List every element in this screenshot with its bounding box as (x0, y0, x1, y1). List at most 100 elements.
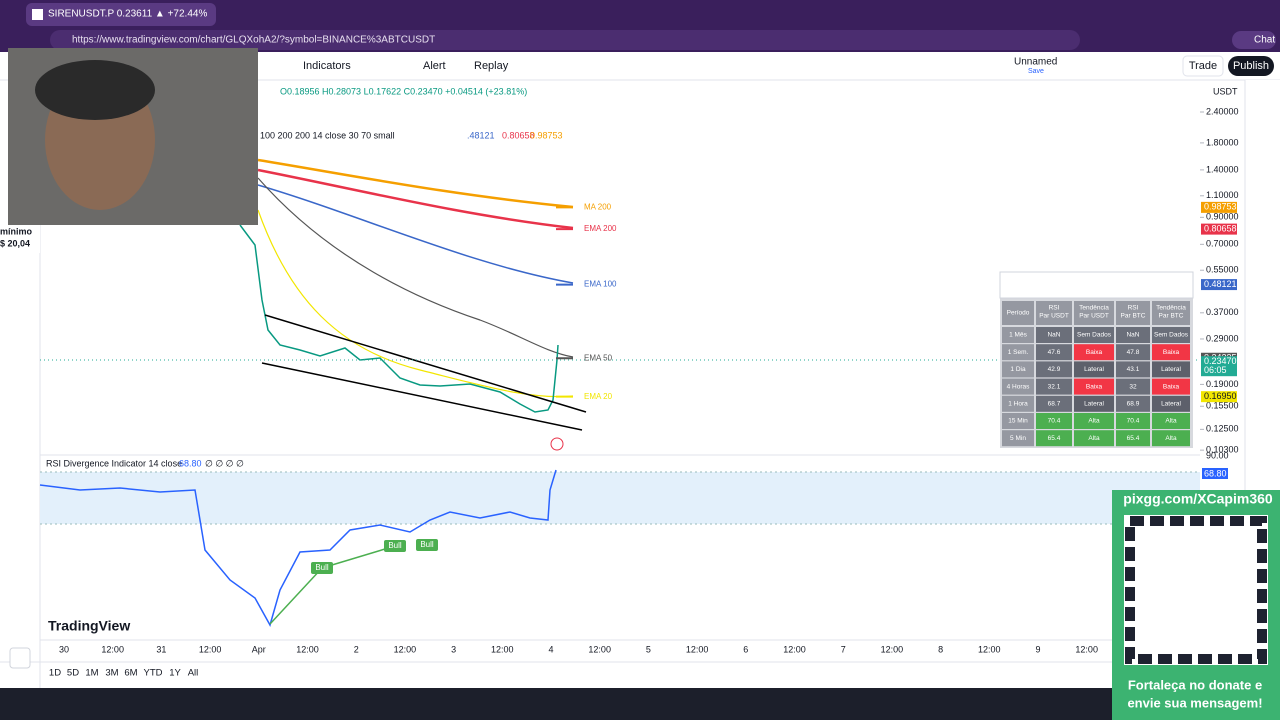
table-header-label: Par USDT (1079, 313, 1109, 320)
timeframe-button[interactable]: 1D (49, 668, 61, 679)
price-badge (1201, 356, 1237, 377)
timeframe-button[interactable]: 6M (124, 668, 137, 679)
price-badge (1201, 279, 1237, 291)
table-cell (1036, 327, 1072, 343)
ema-200-line (257, 168, 574, 230)
timeframe-button[interactable]: All (188, 668, 199, 679)
table-cell-label: Lateral (1161, 401, 1181, 408)
drawing-toolbar (999, 271, 1194, 299)
price-tick-label: 0.70000 (1206, 239, 1239, 249)
time-tick-label: 7 (841, 644, 846, 654)
table-cell (1036, 378, 1072, 395)
price-badge-label: 0.48121 (1204, 279, 1237, 289)
time-tick-label: 12:00 (783, 644, 806, 654)
table-cell (1036, 430, 1072, 447)
table-header-label: Par USDT (1039, 313, 1069, 320)
table-cell-label: 4 Horas (1007, 383, 1031, 390)
table-cell-label: 1 Mês (1009, 332, 1027, 339)
table-cell-label: NaN (1126, 332, 1139, 339)
replay-button[interactable]: Replay (474, 60, 509, 72)
rsi-badge (1202, 468, 1228, 479)
indicator-value: .48121 (467, 130, 495, 140)
rsi-badge-label: 68.80 (1204, 468, 1227, 478)
ma-label: EMA 50 (584, 353, 613, 362)
publish-button[interactable] (1228, 56, 1274, 76)
url: https://www.tradingview.com/chart/GLQXoh… (72, 35, 435, 46)
table-cell (1116, 430, 1150, 447)
chat-button[interactable] (1232, 31, 1276, 49)
address-bar[interactable] (50, 30, 1080, 50)
indicator-params: 100 200 200 14 close 30 70 small (260, 130, 395, 140)
timeframe-button[interactable]: 5D (67, 668, 79, 679)
table-cell (1002, 378, 1034, 395)
favorites-button[interactable] (9, 647, 31, 669)
table-cell-label: 15 Min (1008, 418, 1028, 425)
table-cell-label: Alta (1088, 435, 1100, 442)
table-cell (1116, 413, 1150, 429)
table-cell (1152, 378, 1190, 395)
table-cell-label: Lateral (1161, 366, 1181, 373)
timeframe-button[interactable]: 1M (85, 668, 98, 679)
price-badge (1201, 223, 1237, 235)
timeframe-button[interactable]: 1Y (169, 668, 181, 679)
table-cell (1074, 395, 1114, 412)
rsi-title: RSI Divergence Indicator 14 close (46, 458, 182, 468)
currency[interactable]: USDT (1213, 86, 1238, 96)
table-cell-label: Baixa (1086, 349, 1103, 356)
table-cell (1002, 430, 1034, 447)
table-cell-label: Baixa (1163, 349, 1180, 356)
bull-signal (311, 562, 333, 574)
qr-code (1124, 515, 1268, 665)
event-marker[interactable] (550, 437, 564, 451)
ema-100-line (257, 184, 574, 284)
table-cell (1152, 430, 1190, 447)
price-tick-label: 0.55000 (1206, 265, 1239, 275)
table-cell (1152, 361, 1190, 378)
table-cell (1036, 413, 1072, 429)
price-tick-label: 2.40000 (1206, 106, 1239, 116)
alert-button[interactable]: Alert (423, 60, 446, 72)
table-cell-label: 65.4 (1127, 435, 1140, 442)
table-cell (1116, 327, 1150, 343)
time-tick-label: 12:00 (1075, 644, 1098, 654)
table-cell (1002, 327, 1034, 343)
table-cell-label: NaN (1047, 332, 1060, 339)
indicator-value: 0.80658 (502, 130, 535, 140)
table-cell-label: Alta (1088, 418, 1100, 425)
rsi-extras: ∅ ∅ ∅ ∅ (205, 458, 244, 468)
price-line (239, 224, 559, 413)
price-badge-label: 0.98753 (1204, 202, 1237, 212)
time-tick-label: 3 (451, 644, 456, 654)
table-cell (1116, 395, 1150, 412)
chat-label: Chat (1254, 35, 1275, 46)
trade-button[interactable] (1182, 55, 1224, 77)
timeframe-button[interactable]: 3M (105, 668, 118, 679)
layout-name[interactable]: Unnamed (1014, 57, 1057, 68)
time-tick-label: Apr (252, 644, 266, 654)
table-cell (1116, 378, 1150, 395)
divergence-line (321, 545, 396, 569)
table-cell-label: 42.9 (1048, 366, 1061, 373)
browser-tab[interactable] (26, 3, 216, 26)
table-cell-label: Alta (1165, 418, 1177, 425)
brand: TradingView (48, 618, 130, 634)
tab-title: SIRENUSDT.P 0.23611 ▲ +72.44% (48, 9, 207, 20)
price-tick-label: 0.37000 (1206, 307, 1239, 317)
table-cell (1152, 327, 1190, 343)
price-badge-label: 0.80658 (1204, 223, 1237, 233)
table-header-cell (1002, 301, 1034, 325)
table-cell-label: Sem Dados (1077, 332, 1112, 339)
price-tick-label: 0.29000 (1206, 333, 1239, 343)
table-cell-label: 68.7 (1048, 401, 1061, 408)
timeframe-button[interactable]: YTD (144, 668, 163, 679)
ma-label: MA 200 (584, 202, 612, 211)
table-cell (1152, 413, 1190, 429)
table-header-cell (1074, 301, 1114, 325)
publish-label: Publish (1233, 60, 1269, 72)
indicators-button[interactable]: Indicators (303, 60, 351, 72)
table-cell-label: 68.9 (1127, 401, 1140, 408)
layout-status: Save (1028, 68, 1044, 75)
price-badge (1201, 201, 1237, 213)
bull-signal (416, 539, 438, 551)
table-cell (1074, 430, 1114, 447)
